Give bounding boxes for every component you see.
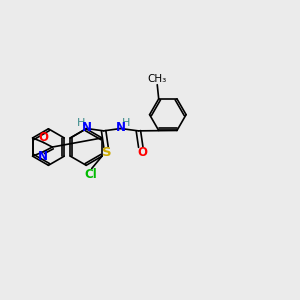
Text: H: H bbox=[122, 118, 130, 128]
Text: H: H bbox=[77, 118, 86, 128]
Text: O: O bbox=[38, 131, 48, 144]
Text: N: N bbox=[116, 122, 126, 134]
Text: Cl: Cl bbox=[84, 168, 97, 181]
Text: O: O bbox=[137, 146, 147, 159]
Text: N: N bbox=[38, 150, 47, 164]
Text: N: N bbox=[82, 122, 92, 134]
Text: S: S bbox=[102, 146, 111, 159]
Text: CH₃: CH₃ bbox=[148, 74, 167, 84]
